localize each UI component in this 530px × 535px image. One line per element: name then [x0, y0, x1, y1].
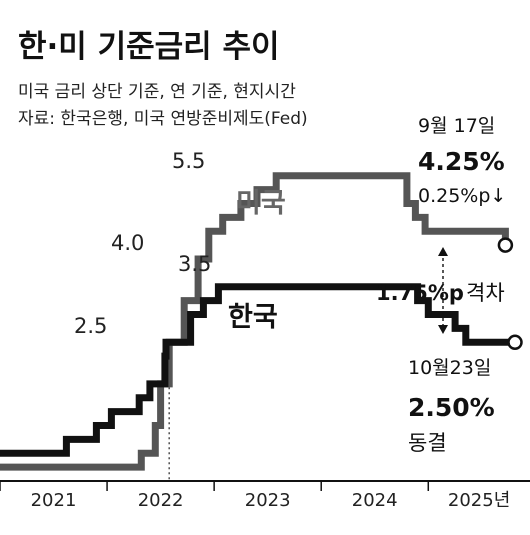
series-line-kr	[0, 283, 515, 457]
x-tick-label-2021: 2021	[31, 490, 77, 511]
kr-peak-label: 3.5	[178, 252, 211, 276]
us-step-label: 4.0	[111, 231, 144, 255]
us-date-label: 9월 17일	[418, 115, 495, 137]
x-axis: 2021 2022 2023 2024 2025년	[0, 481, 510, 511]
us-peak-label: 5.5	[172, 149, 205, 173]
endpoint-marker-us	[497, 237, 514, 253]
series-line-us	[0, 172, 509, 471]
gap-arrow-up	[438, 247, 448, 256]
gap-suffix-label: 격차	[466, 281, 505, 305]
chart-subtitle-line-1: 미국 금리 상단 기준, 연 기준, 현지시간	[18, 82, 296, 102]
us-series-label: 미국	[236, 188, 286, 219]
x-tick-label-2022: 2022	[138, 490, 184, 511]
series-endpoints	[497, 237, 523, 351]
series-layer	[0, 172, 515, 471]
kr-rate-label: 2.50%	[408, 393, 495, 422]
us-rate-label: 4.25%	[418, 147, 505, 176]
kr-series-label: 한국	[228, 302, 278, 333]
x-tick-label-2023: 2023	[245, 490, 291, 511]
kr-status-label: 동결	[408, 431, 447, 455]
endpoint-marker-kr	[507, 334, 523, 351]
x-tick-label-2024: 2024	[352, 490, 398, 511]
us-change-label: 0.25%p↓	[418, 185, 506, 207]
gap-value-label: 1.75%p	[376, 281, 464, 305]
gap-arrow-down	[438, 325, 448, 334]
kr-date-label: 10월23일	[408, 357, 491, 379]
kr-step-label: 2.5	[74, 314, 107, 338]
chart-title: 한·미 기준금리 추이	[18, 29, 280, 65]
chart-subtitle-line-2: 자료: 한국은행, 미국 연방준비제도(Fed)	[18, 109, 308, 129]
x-tick-label-2025: 2025년	[448, 490, 510, 511]
